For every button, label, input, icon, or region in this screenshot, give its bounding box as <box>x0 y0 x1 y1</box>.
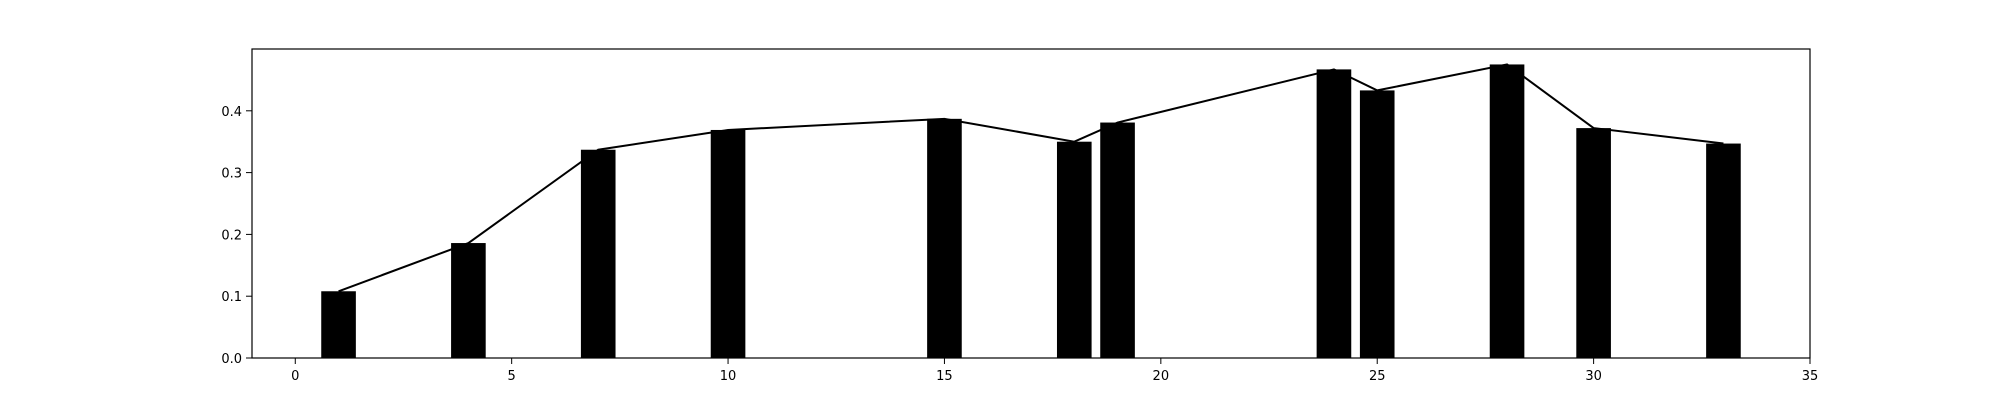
x-tick-label-4: 20 <box>1153 369 1170 384</box>
bar-series <box>321 64 1741 358</box>
bar-0 <box>321 291 356 358</box>
bar-8 <box>1359 90 1395 358</box>
y-tick-label-0: 0.0 <box>221 352 242 367</box>
bar-9 <box>1489 64 1525 358</box>
x-tick-label-6: 30 <box>1585 369 1602 384</box>
bar-11 <box>1706 143 1741 358</box>
x-tick-label-0: 0 <box>291 369 299 384</box>
y-tick-label-4: 0.4 <box>221 105 242 120</box>
bar-6 <box>1100 122 1135 358</box>
x-tick-label-7: 35 <box>1802 369 1819 384</box>
bar-3 <box>710 129 746 358</box>
plot-area <box>251 48 1811 359</box>
x-tick-label-5: 25 <box>1369 369 1386 384</box>
x-axis: 0 5 10 15 20 25 30 35 <box>291 358 1818 384</box>
y-tick-label-3: 0.3 <box>221 167 242 182</box>
x-tick-label-3: 15 <box>936 369 953 384</box>
bar-1 <box>451 243 486 358</box>
bar-5 <box>1056 141 1092 358</box>
bar-4 <box>927 118 962 358</box>
plot-frame <box>251 48 1811 359</box>
trend-line <box>338 63 1724 293</box>
x-tick-label-1: 5 <box>508 369 516 384</box>
x-tick-label-2: 10 <box>720 369 737 384</box>
y-axis: 0.0 0.1 0.2 0.3 0.4 <box>221 105 252 367</box>
bar-10 <box>1576 128 1611 358</box>
bar-7 <box>1316 69 1352 358</box>
y-tick-label-1: 0.1 <box>221 290 242 305</box>
bar-2 <box>580 149 616 358</box>
y-tick-label-2: 0.2 <box>221 228 242 243</box>
